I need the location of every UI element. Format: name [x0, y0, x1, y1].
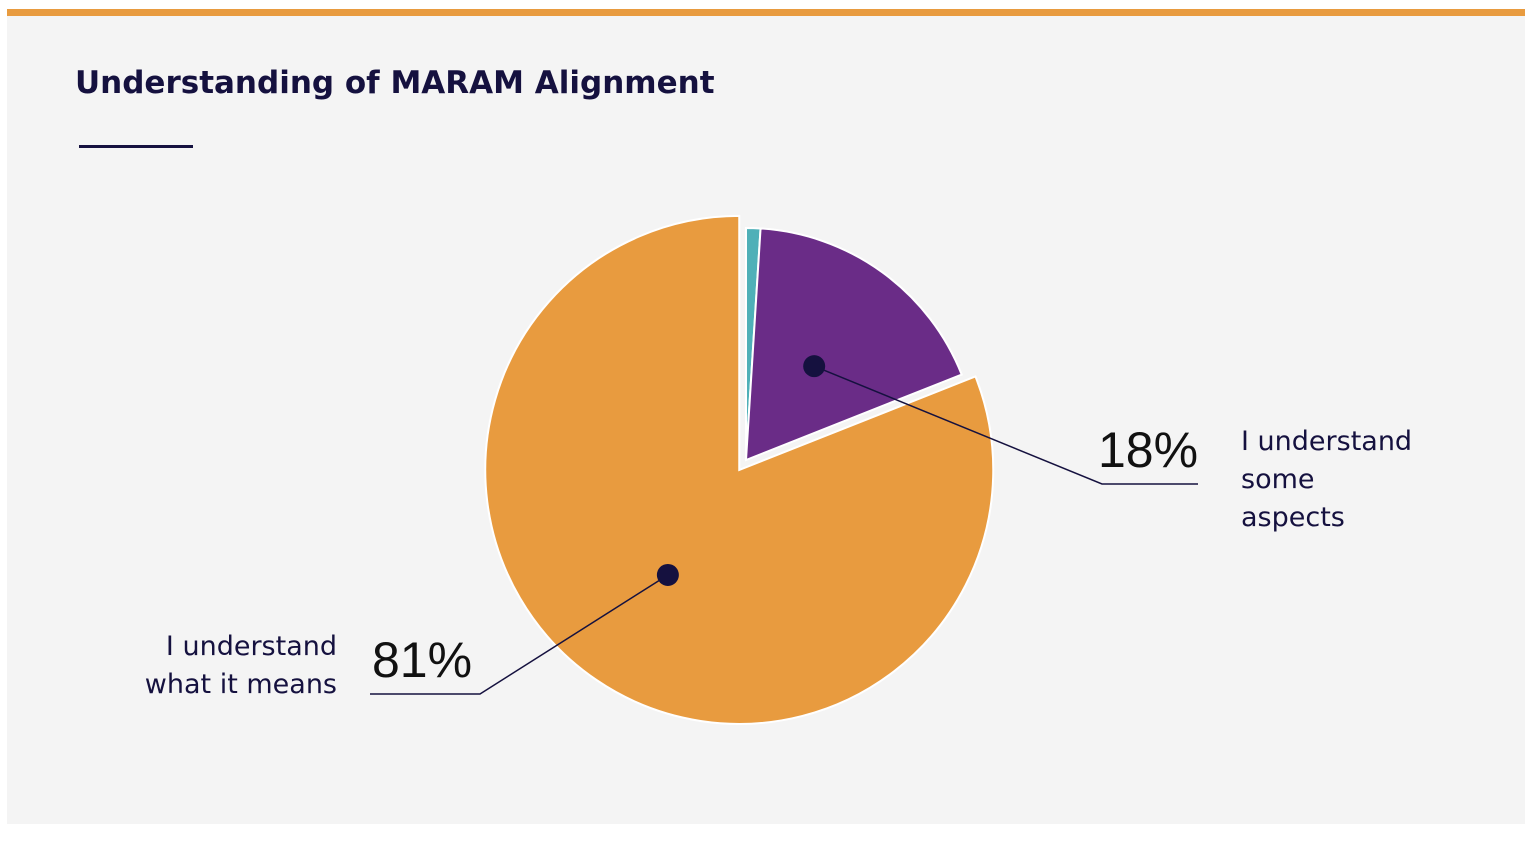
- category-label-0-line-2: aspects: [1241, 502, 1345, 533]
- category-label-0-line-1: some: [1241, 464, 1315, 495]
- callout-dot-0: [803, 355, 826, 378]
- pie-slice-1: [744, 227, 964, 462]
- callout-line-0: [813, 365, 1198, 485]
- callout-dot-1: [656, 563, 679, 586]
- category-label-0-line-0: I understand: [1241, 426, 1412, 457]
- chart-title: Understanding of MARAM Alignment: [75, 65, 715, 101]
- pie-slice-2: [484, 214, 995, 725]
- callout-line-1: [370, 574, 669, 695]
- category-label-1-line-1: what it means: [145, 669, 337, 700]
- title-underline: [79, 145, 193, 148]
- category-label-1-line-0: I understand: [166, 631, 337, 662]
- value-label-1: 81%: [372, 632, 472, 688]
- pie-chart: 18% I understand some aspects 81% I understan…: [145, 214, 1412, 725]
- value-label-0: 18%: [1098, 422, 1198, 478]
- top-accent-bar: [7, 9, 1525, 16]
- slide: Understanding of MARAM Alignment 18% I un…: [7, 9, 1525, 824]
